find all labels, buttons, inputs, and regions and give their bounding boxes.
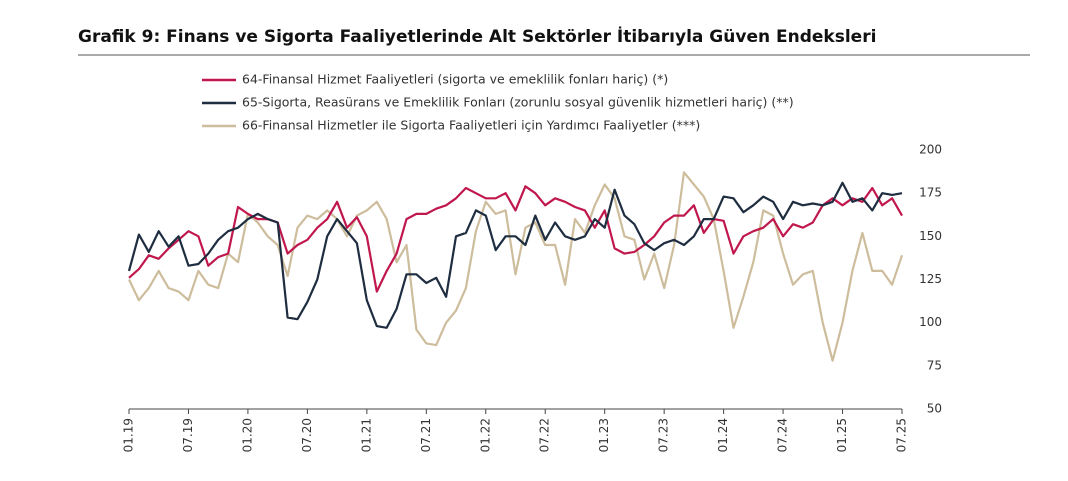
x-tick-label: 01.24 [716,418,730,452]
legend-label: 64-Finansal Hizmet Faaliyetleri (sigorta… [242,72,668,87]
y-tick-label: 200 [919,143,942,157]
chart-title: Grafik 9: Finans ve Sigorta Faaliyetleri… [78,25,876,47]
x-tick-label: 01.22 [478,418,492,452]
x-tick-label: 07.20 [300,418,314,452]
y-tick-label: 125 [919,272,942,286]
x-tick-label: 07.19 [181,418,195,452]
x-tick-label: 01.19 [122,418,136,452]
x-tick-label: 01.20 [240,418,254,452]
y-tick-label: 100 [919,315,942,329]
series-line [127,181,903,329]
x-tick-label: 07.25 [895,418,909,452]
x-tick-label: 07.22 [538,418,552,452]
series-line [128,185,903,293]
y-tick-label: 175 [919,186,942,200]
y-tick-label: 75 [927,358,942,372]
x-tick-label: 01.25 [835,418,849,452]
y-tick-label: 150 [919,229,942,243]
x-tick-label: 01.23 [597,418,611,452]
legend-label: 65-Sigorta, Reasürans ve Emeklilik Fonla… [242,95,794,110]
x-tick-label: 07.21 [419,418,433,452]
y-tick-label: 50 [927,402,942,416]
x-tick-label: 07.23 [657,418,671,452]
x-tick-label: 07.24 [776,418,790,452]
series-line [128,171,904,362]
x-tick-label: 01.21 [359,418,373,452]
legend-label: 66-Finansal Hizmetler ile Sigorta Faaliy… [242,118,700,133]
